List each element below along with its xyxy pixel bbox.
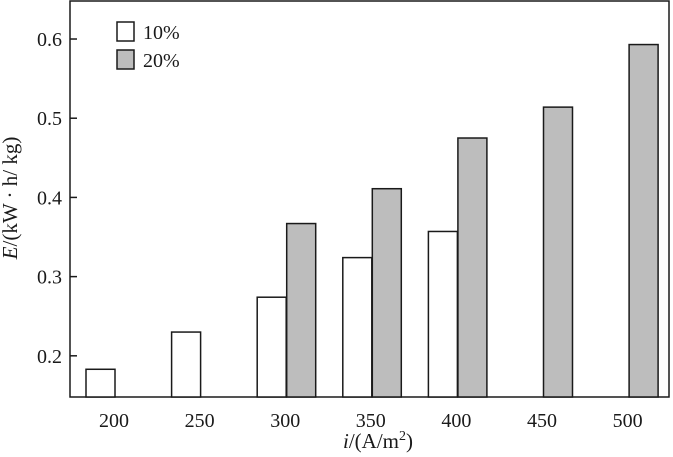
bar-10pct-200 xyxy=(85,368,116,398)
x-tick-label: 400 xyxy=(441,410,471,432)
x-tick-label: 500 xyxy=(613,410,643,432)
bar-10pct-250 xyxy=(170,331,202,398)
y-axis-label: E/(kW · h/ kg) xyxy=(0,137,22,261)
x-axis: 200 250 300 350 400 450 500 xyxy=(99,410,643,432)
y-tick-label: 0.6 xyxy=(37,29,62,51)
y-tick-label: 0.2 xyxy=(37,346,62,368)
y-tick-label: 0.5 xyxy=(37,108,62,130)
bars xyxy=(85,43,659,398)
legend-label: 10% xyxy=(143,22,180,44)
legend-swatch xyxy=(116,21,135,42)
bar-20pct-400 xyxy=(457,137,488,398)
x-tick-label: 200 xyxy=(99,410,129,432)
bar-10pct-300 xyxy=(256,296,287,398)
bar-10pct-400 xyxy=(427,230,459,398)
bar-20pct-500 xyxy=(628,43,659,398)
bar-20pct-450 xyxy=(542,106,574,398)
y-axis: 0.2 0.3 0.4 0.5 0.6 xyxy=(37,29,77,368)
x-tick-label: 350 xyxy=(356,410,386,432)
y-tick-label: 0.3 xyxy=(37,267,62,289)
bar-20pct-300 xyxy=(285,222,317,398)
x-tick-label: 450 xyxy=(527,410,557,432)
legend-label: 20% xyxy=(143,50,180,72)
x-tick-label: 250 xyxy=(185,410,215,432)
legend: 10%20% xyxy=(116,21,180,72)
bar-10pct-350 xyxy=(342,256,373,398)
x-tick-label: 300 xyxy=(270,410,300,432)
legend-swatch xyxy=(116,49,135,70)
bar-20pct-350 xyxy=(371,187,403,398)
x-axis-label: i/(A/m2) xyxy=(343,429,413,453)
y-tick-label: 0.4 xyxy=(37,187,62,209)
